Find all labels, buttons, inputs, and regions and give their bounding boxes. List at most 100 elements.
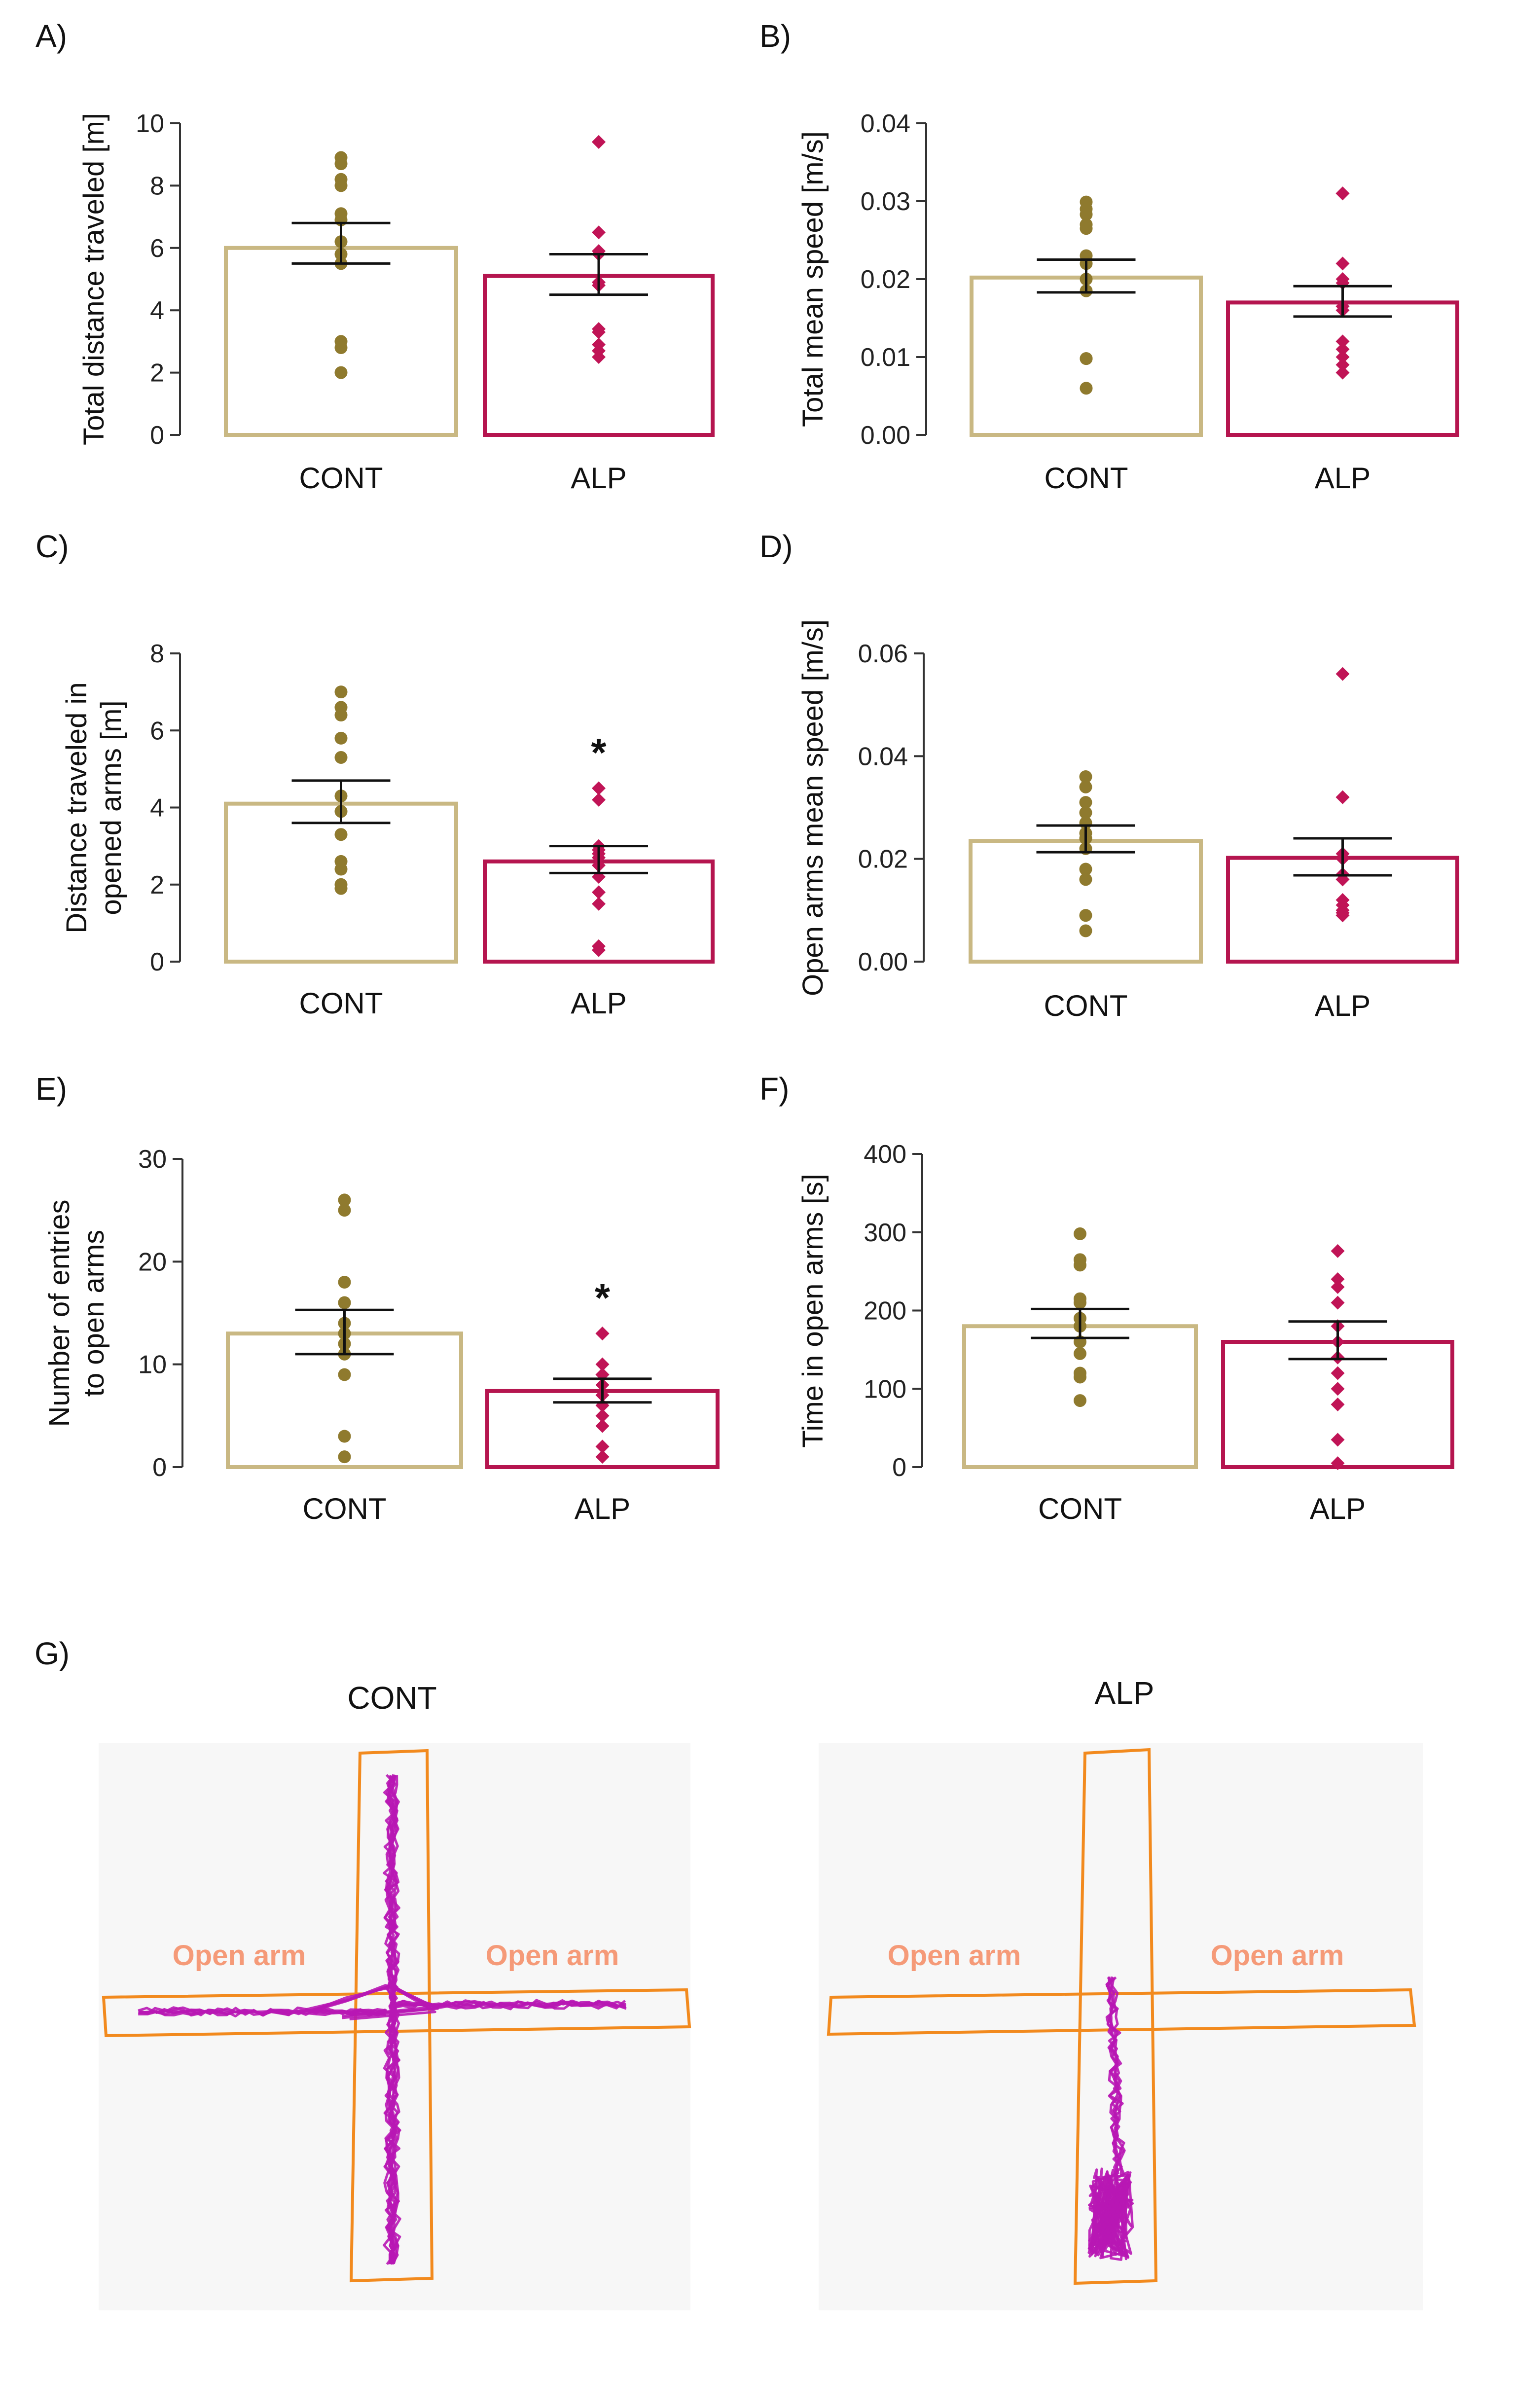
- point-cont-b: [1080, 208, 1093, 221]
- panel-c: C) 0 2 4 6 8 Distance traveled inopened arms […: [36, 529, 715, 1020]
- y-tick-label-a: 0: [150, 421, 164, 450]
- point-cont-c: [334, 863, 348, 876]
- y-tick-label-d: 0.06: [858, 640, 908, 668]
- cont-open-arm-label-left: Open arm: [173, 1940, 306, 1972]
- point-alp-f: [1331, 1272, 1345, 1286]
- point-alp-e: [595, 1357, 610, 1371]
- point-cont-d: [1079, 770, 1092, 783]
- y-tick-label-a: 10: [136, 109, 164, 138]
- y-tick-label-c: 6: [150, 717, 164, 745]
- cont-open-arm-label-right: Open arm: [486, 1940, 619, 1972]
- alp-closed-arm: [1073, 1748, 1158, 2285]
- y-tick-label-c: 8: [150, 640, 164, 668]
- y-tick-label-c: 4: [150, 794, 164, 823]
- category-label-alp-a: ALP: [571, 462, 626, 495]
- cont-track-center-loop: [307, 1984, 432, 2017]
- alp-arena: ALP Open arm Open arm: [819, 1675, 1423, 2310]
- alp-track-bottom-tangle: [1094, 2171, 1134, 2260]
- point-alp-f: [1331, 1398, 1345, 1411]
- point-cont-d: [1079, 924, 1092, 937]
- panel-e: E) 0 10 20 30 Number of entriesto open arms CO…: [36, 1071, 720, 1525]
- cont-track-vertical-run: [383, 1775, 400, 2264]
- y-axis-label-a: Total distance traveled [m]: [78, 113, 110, 445]
- y-tick-label-a: 6: [150, 234, 164, 263]
- panel-b: B) 0.00 0.01 0.02 0.03 0.04 Total mean speed […: [759, 18, 1459, 495]
- point-alp-e: [595, 1439, 610, 1454]
- point-alp-f: [1331, 1456, 1345, 1471]
- panel-f: F) 0 100 200 300 400 Time in open arms [s] CONT…: [759, 1071, 1454, 1525]
- panel-d: D) 0.00 0.02 0.04 0.06 Open arms mean speed […: [759, 529, 1459, 1022]
- category-label-alp-d: ALP: [1315, 989, 1371, 1022]
- point-alp-a: [592, 325, 606, 339]
- bar-cont-d: [969, 839, 1203, 964]
- point-alp-b: [1335, 186, 1350, 201]
- point-alp-b: [1335, 365, 1350, 380]
- y-axis-label-line: opened arms [m]: [95, 700, 127, 915]
- significance-marker-e: *: [595, 1276, 611, 1320]
- y-tick-label-f: 400: [864, 1140, 906, 1169]
- alp-open-arm-label-right: Open arm: [1211, 1940, 1344, 1972]
- cont-arena-title: CONT: [347, 1680, 436, 1716]
- point-alp-a: [592, 350, 606, 364]
- point-cont-e: [338, 1368, 351, 1381]
- cont-track-vertical-run: [384, 1775, 401, 2264]
- point-cont-b: [1080, 222, 1093, 235]
- alp-track-vertical-run: [1107, 1977, 1124, 2176]
- point-alp-a: [592, 135, 606, 149]
- alp-open-arm-label-left: Open arm: [888, 1940, 1021, 1972]
- y-tick-label-f: 200: [864, 1297, 906, 1326]
- cont-track-center-loop: [305, 1984, 439, 2019]
- point-alp-f: [1331, 1295, 1345, 1310]
- point-alp-b: [1335, 350, 1350, 364]
- y-tick-label-b: 0.01: [861, 343, 910, 372]
- category-label-cont-e: CONT: [303, 1492, 387, 1525]
- y-axis-label-b: Total mean speed [m/s]: [797, 131, 829, 427]
- point-cont-f: [1074, 1227, 1086, 1240]
- point-alp-b: [1335, 334, 1350, 349]
- panel-g: G) CONT Open arm Open arm ALP Open arm O…: [35, 1636, 1423, 2310]
- y-tick-label-c: 2: [150, 871, 164, 899]
- y-axis-label-line: Number of entries: [43, 1200, 75, 1427]
- cont-arena: CONT Open arm Open arm: [99, 1680, 691, 2310]
- y-tick-label-b: 0.04: [861, 109, 910, 138]
- point-cont-e: [338, 1450, 351, 1464]
- point-alp-b: [1335, 256, 1350, 271]
- point-cont-f: [1074, 1347, 1086, 1360]
- y-axis-label-d: Open arms mean speed [m/s]: [797, 619, 829, 996]
- point-alp-a: [592, 225, 606, 240]
- y-tick-label-e: 0: [152, 1453, 167, 1482]
- point-cont-a: [334, 157, 348, 171]
- y-tick-label-b: 0.03: [861, 187, 910, 216]
- point-alp-f: [1331, 1366, 1345, 1380]
- point-alp-e: [595, 1419, 610, 1433]
- point-alp-e: [595, 1327, 610, 1341]
- alp-track-vertical-run: [1106, 1976, 1125, 2176]
- y-tick-label-b: 0.02: [861, 265, 910, 294]
- y-tick-label-c: 0: [150, 948, 164, 976]
- point-cont-c: [334, 751, 348, 764]
- point-cont-e: [338, 1430, 351, 1443]
- y-axis-label-line: to open arms: [78, 1230, 110, 1397]
- alp-open-arms: [827, 1988, 1416, 2036]
- cont-open-arms: [102, 1988, 691, 2038]
- cont-track-left-arm-run: [138, 2007, 387, 2016]
- y-tick-label-b: 0.00: [861, 421, 910, 450]
- point-cont-d: [1079, 909, 1092, 922]
- category-label-cont-c: CONT: [299, 987, 383, 1020]
- category-label-cont-b: CONT: [1045, 462, 1128, 495]
- point-alp-d: [1335, 790, 1350, 804]
- point-alp-e: [595, 1408, 610, 1423]
- category-label-cont-f: CONT: [1038, 1492, 1122, 1525]
- point-alp-d: [1335, 908, 1350, 923]
- point-cont-d: [1079, 806, 1092, 819]
- point-alp-c: [592, 897, 606, 911]
- y-tick-label-d: 0.04: [858, 742, 908, 771]
- point-alp-c: [592, 792, 606, 807]
- category-label-cont-d: CONT: [1044, 989, 1128, 1022]
- point-cont-f: [1074, 1370, 1086, 1384]
- point-alp-f: [1331, 1244, 1345, 1258]
- panel-label-d: D): [759, 529, 793, 564]
- category-label-cont-a: CONT: [299, 462, 383, 495]
- panel-label-a: A): [36, 18, 67, 54]
